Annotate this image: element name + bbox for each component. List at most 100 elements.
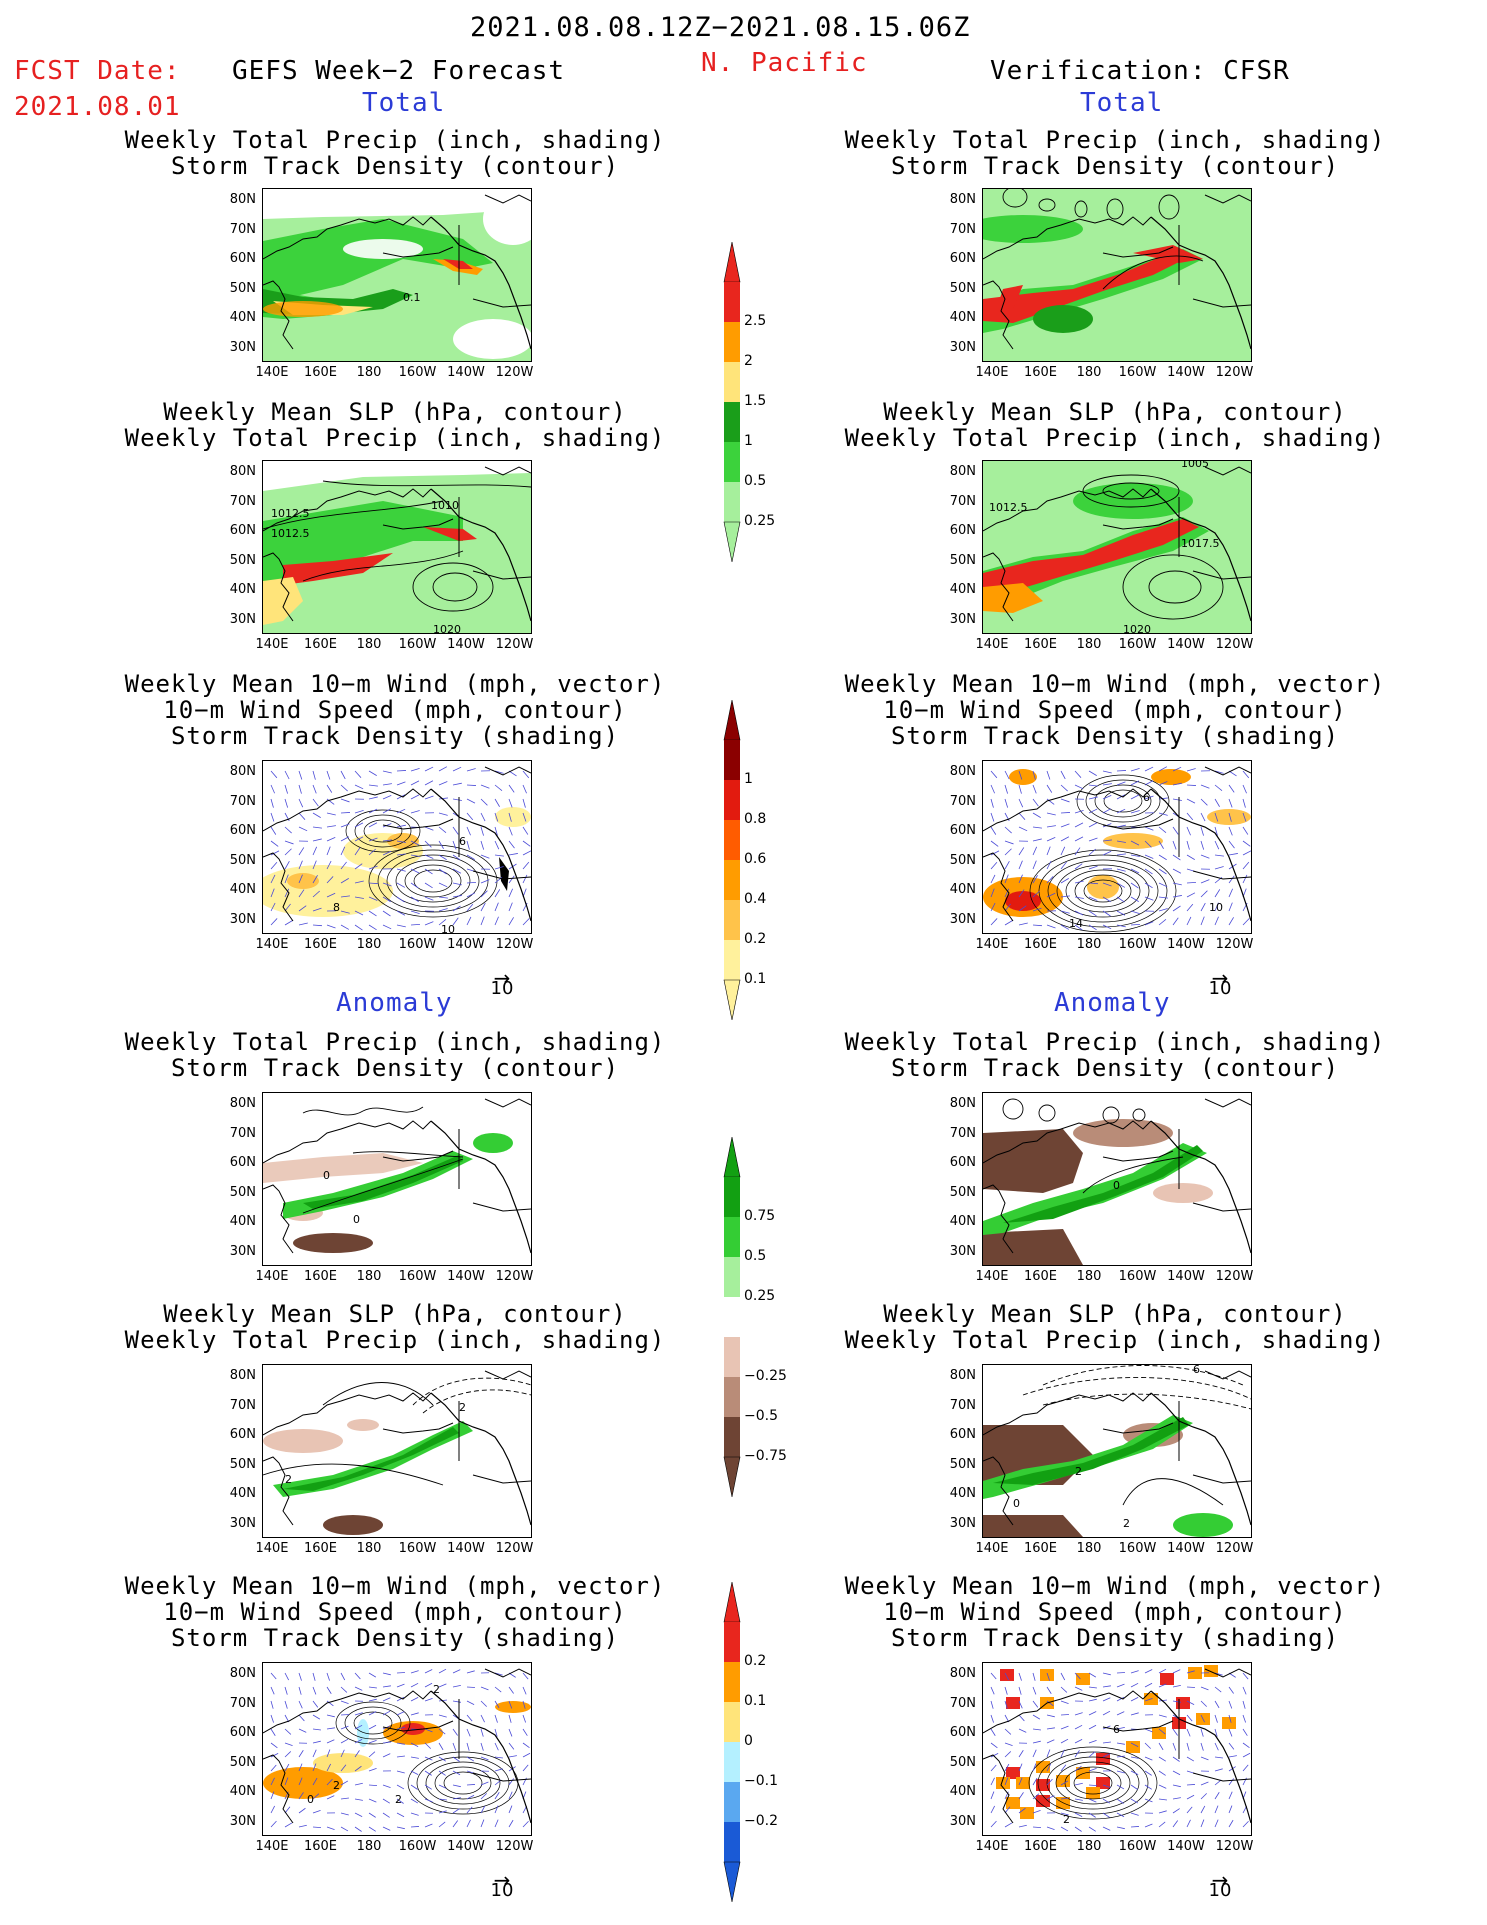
wind-vector [1018,1792,1024,1800]
latitude-label: 80N [949,464,976,479]
wind-vector [312,1810,321,1814]
wind-vector [368,784,378,787]
wind-vector [1130,923,1141,926]
wind-vector [368,1784,378,1787]
wind-vector [382,1741,391,1744]
wind-vector [340,784,348,792]
wind-vector [1158,908,1168,912]
wind-vector [354,822,364,828]
wind-vector [1172,1756,1180,1762]
contour-line [1085,779,1161,823]
wind-vector [494,1779,502,1786]
latitude-label: 70N [949,793,976,809]
contour-line [1102,1106,1120,1124]
wind-vector [382,910,391,917]
wind-vector [1046,770,1051,780]
wind-vector [1214,1700,1220,1709]
longitude-label: 160E [1023,1839,1058,1854]
wind-vector [480,879,490,884]
wind-vector [1242,874,1248,884]
wind-vector [354,1672,361,1680]
wind-vector [1228,888,1233,898]
wind-vector [1242,1764,1249,1772]
wind-vector [1088,1672,1097,1678]
shading-area [1073,1119,1173,1147]
wind-vector [1046,1739,1055,1744]
shading-area [287,873,319,889]
wind-vector [1172,1728,1178,1736]
wind-vector [312,1700,319,1708]
latitude-label: 30N [949,611,976,627]
wind-vector [1102,770,1112,774]
wind-vector [410,1798,419,1804]
shading-area [273,1421,473,1497]
wind-vector [1116,1770,1125,1774]
latitude-label: 60N [229,1155,256,1170]
wind-vector [1018,860,1023,870]
wind-vector [1060,1700,1069,1704]
wind-vector [368,924,377,931]
wind-vector [480,890,488,898]
contour-line [322,1382,434,1406]
wind-vector [1214,889,1221,898]
wind-vector [1214,902,1219,912]
wind-vector [1172,1742,1177,1751]
wind-vector [466,1670,475,1674]
colorbar-label: 2 [744,353,753,369]
wind-vector [368,770,377,776]
colorbar-swatch [724,482,740,522]
latitude-label: 30N [949,1243,976,1259]
wind-vector [1004,1777,1009,1786]
map-panel: 8 10 6 [262,760,532,934]
colorbar-triangle [723,1582,741,1623]
wind-vector [466,1686,476,1688]
wind-vector [1046,1749,1051,1758]
contour-line [1056,864,1150,918]
coastline [484,194,531,204]
longitude-label: 160E [303,937,338,952]
wind-vector [284,840,294,845]
wind-vector [438,1668,447,1674]
wind-vector [480,1742,484,1751]
wind-vector [1242,1752,1251,1758]
wind-vector [1158,781,1168,786]
panel-caption-line: Weekly Mean SLP (hPa, contour) [883,398,1347,426]
wind-vector [1060,1686,1068,1693]
wind-vector [1158,896,1168,899]
coastline [382,518,454,530]
wind-vector [1018,905,1027,912]
wind-vector [1004,860,1010,870]
latitude-label: 50N [949,280,976,296]
longitude-label: 140W [447,637,485,652]
wind-vector [1116,1727,1125,1730]
wind-vector [1172,882,1182,886]
wind-vector [1214,840,1220,850]
panel-caption-line: Weekly Mean SLP (hPa, contour) [163,398,627,426]
coastline [1204,194,1251,204]
wind-vector [452,798,462,801]
coastline [1150,1690,1251,1824]
wind-vector [298,905,307,912]
wind-vector [410,910,420,915]
latitude-label: 30N [229,1813,256,1829]
wind-vector [1060,1812,1069,1816]
shading-area [983,215,1083,243]
wind-vector [410,767,420,772]
wind-vector [990,812,995,822]
latitude-label: 60N [949,1155,976,1170]
wind-vector [438,1821,446,1828]
wind-vector [1018,1672,1022,1681]
coastline [484,1668,531,1678]
wind-vector [270,1686,275,1695]
shading-area [1222,1717,1236,1729]
panel-caption-line: Weekly Total Precip (inch, shading) [124,424,666,452]
wind-vector [312,1728,321,1731]
wind-vector [424,795,434,800]
wind-vector [1228,1728,1233,1737]
wind-vector [1060,1738,1069,1744]
wind-vector [284,784,288,794]
wind-vector [424,921,434,926]
wind-vector [298,1700,303,1709]
latitude-label: 80N [229,1368,256,1383]
latitude-label: 50N [229,552,256,568]
